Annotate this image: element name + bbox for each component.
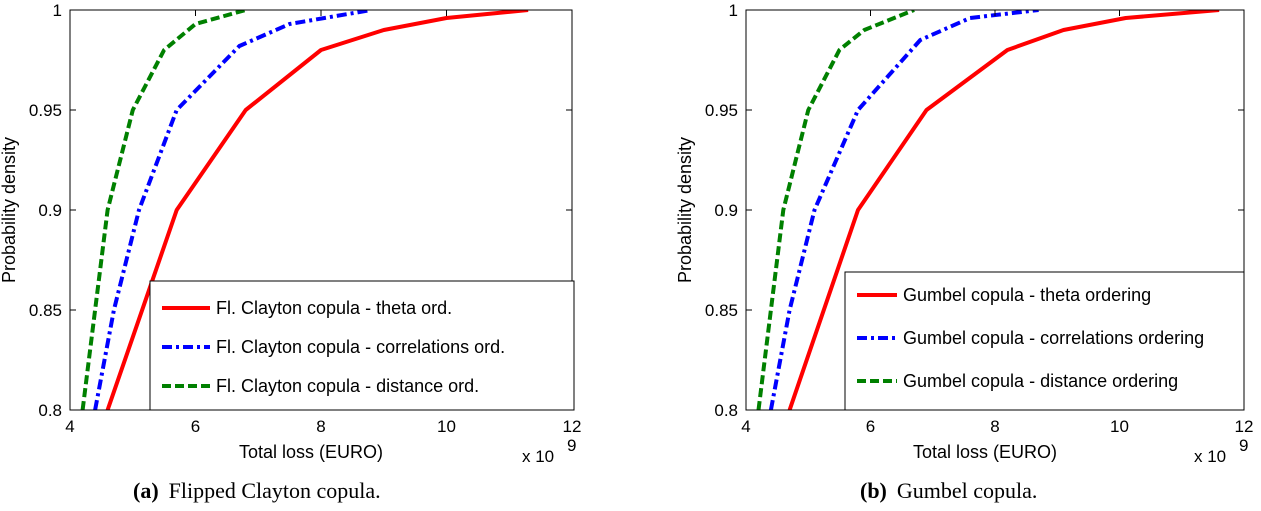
legend-box [149,280,575,411]
caption-b: (b) Gumbel copula. [860,478,1037,504]
x-tick-label: 12 [1235,417,1254,436]
y-tick-label: 0.85 [705,301,738,320]
x-tick-label: 4 [65,417,74,436]
x-scale-exponent: 9 [567,436,576,455]
chart-b: 4 6 8 10 12 0.8 0.85 0.9 0.95 1 Total loss (EURO) P… [675,1,1254,466]
caption-b-tag: (b) [860,478,887,503]
y-tick-label: 0.8 [714,401,738,420]
y-tick-label: 0.9 [714,201,738,220]
x-tick-label: 10 [437,417,456,436]
legend-label-3: Fl. Clayton copula - distance ord. [216,376,479,396]
y-axis-label: Probability density [675,137,695,283]
x-tick-label: 4 [741,417,750,436]
x-tick-label: 12 [563,417,582,436]
x-scale-note: x 10 [1194,447,1226,466]
y-tick-label: 1 [53,1,62,20]
y-tick-label: 0.85 [29,301,62,320]
chart-a: 4 6 8 10 12 0.8 0.85 0.9 0.95 1 Total loss (EURO) P… [0,1,582,466]
y-tick-label: 0.95 [705,101,738,120]
x-tick-label: 10 [1110,417,1129,436]
x-tick-label: 6 [866,417,875,436]
legend-label-3: Gumbel copula - distance ordering [903,371,1178,391]
y-axis-label: Probability density [0,137,19,283]
y-tick-label: 1 [729,1,738,20]
x-tick-label: 8 [316,417,325,436]
legend-box [844,271,1245,411]
x-tick-label: 6 [191,417,200,436]
series-line-1 [105,10,529,410]
series-line-1 [787,10,1220,410]
chart-panel-b: 4 6 8 10 12 0.8 0.85 0.9 0.95 1 Total loss (EURO) P… [630,0,1261,511]
series-line-3 [80,10,247,410]
caption-b-text: Gumbel copula. [896,478,1038,503]
caption-a: (a) Flipped Clayton copula. [133,478,381,504]
legend-label-1: Fl. Clayton copula - theta ord. [216,298,452,318]
y-tick-label: 0.8 [38,401,62,420]
x-scale-exponent: 9 [1239,436,1248,455]
x-scale-note: x 10 [522,447,554,466]
series-line-3 [756,10,915,410]
x-axis-label: Total loss (EURO) [239,442,383,462]
y-tick-label: 0.9 [38,201,62,220]
x-tick-label: 8 [990,417,999,436]
legend-label-2: Fl. Clayton copula - correlations ord. [216,337,505,357]
caption-a-text: Flipped Clayton copula. [168,478,381,503]
legend-label-1: Gumbel copula - theta ordering [903,285,1151,305]
chart-panel-a: 4 6 8 10 12 0.8 0.85 0.9 0.95 1 Total loss (EURO) P… [0,0,630,511]
legend-label-2: Gumbel copula - correlations ordering [903,328,1204,348]
x-axis-label: Total loss (EURO) [913,442,1057,462]
series-line-2 [93,10,372,410]
y-tick-label: 0.95 [29,101,62,120]
caption-a-tag: (a) [133,478,159,503]
